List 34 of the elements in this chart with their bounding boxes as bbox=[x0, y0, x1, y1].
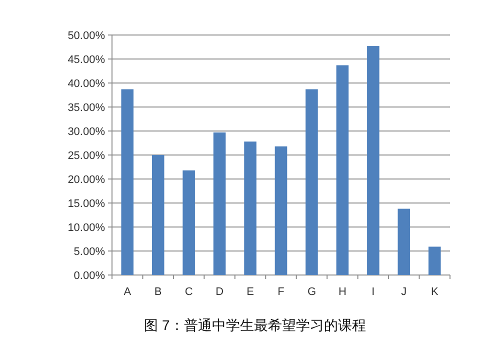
x-tick-label: B bbox=[154, 286, 162, 298]
bar bbox=[398, 208, 410, 275]
y-tick-label: 35.00% bbox=[68, 102, 106, 114]
y-tick-label: 15.00% bbox=[68, 198, 106, 210]
x-tick-label: A bbox=[124, 286, 132, 298]
bar bbox=[244, 142, 256, 275]
x-tick-label: J bbox=[401, 286, 407, 298]
x-tick-label: D bbox=[216, 286, 224, 298]
x-tick-label: G bbox=[307, 286, 316, 298]
y-tick-label: 10.00% bbox=[68, 222, 106, 234]
caption: 图 7：普通中学生最希望学习的课程 bbox=[144, 317, 366, 333]
y-tick-label: 5.00% bbox=[74, 246, 106, 258]
y-tick-label: 0.00% bbox=[74, 270, 106, 282]
y-tick-label: 40.00% bbox=[68, 78, 106, 90]
bar bbox=[152, 155, 164, 275]
x-tick-label: F bbox=[278, 286, 285, 298]
bar bbox=[213, 132, 226, 275]
bar bbox=[121, 89, 134, 275]
y-tick-label: 30.00% bbox=[68, 126, 106, 138]
bar bbox=[336, 65, 349, 275]
bar bbox=[274, 146, 288, 275]
x-tick-label: K bbox=[430, 286, 439, 298]
bar bbox=[428, 246, 441, 275]
y-tick-label: 25.00% bbox=[68, 150, 106, 162]
x-tick-label: C bbox=[184, 286, 193, 298]
x-tick-label: I bbox=[372, 286, 375, 298]
y-tick-label: 45.00% bbox=[68, 54, 106, 66]
y-tick-label: 20.00% bbox=[68, 174, 106, 186]
bar bbox=[306, 89, 318, 275]
bar bbox=[182, 170, 195, 275]
bar bbox=[367, 46, 380, 275]
x-tick-label: E bbox=[246, 286, 254, 298]
y-tick-label: 50.00% bbox=[68, 30, 106, 42]
x-tick-label: H bbox=[338, 286, 346, 298]
